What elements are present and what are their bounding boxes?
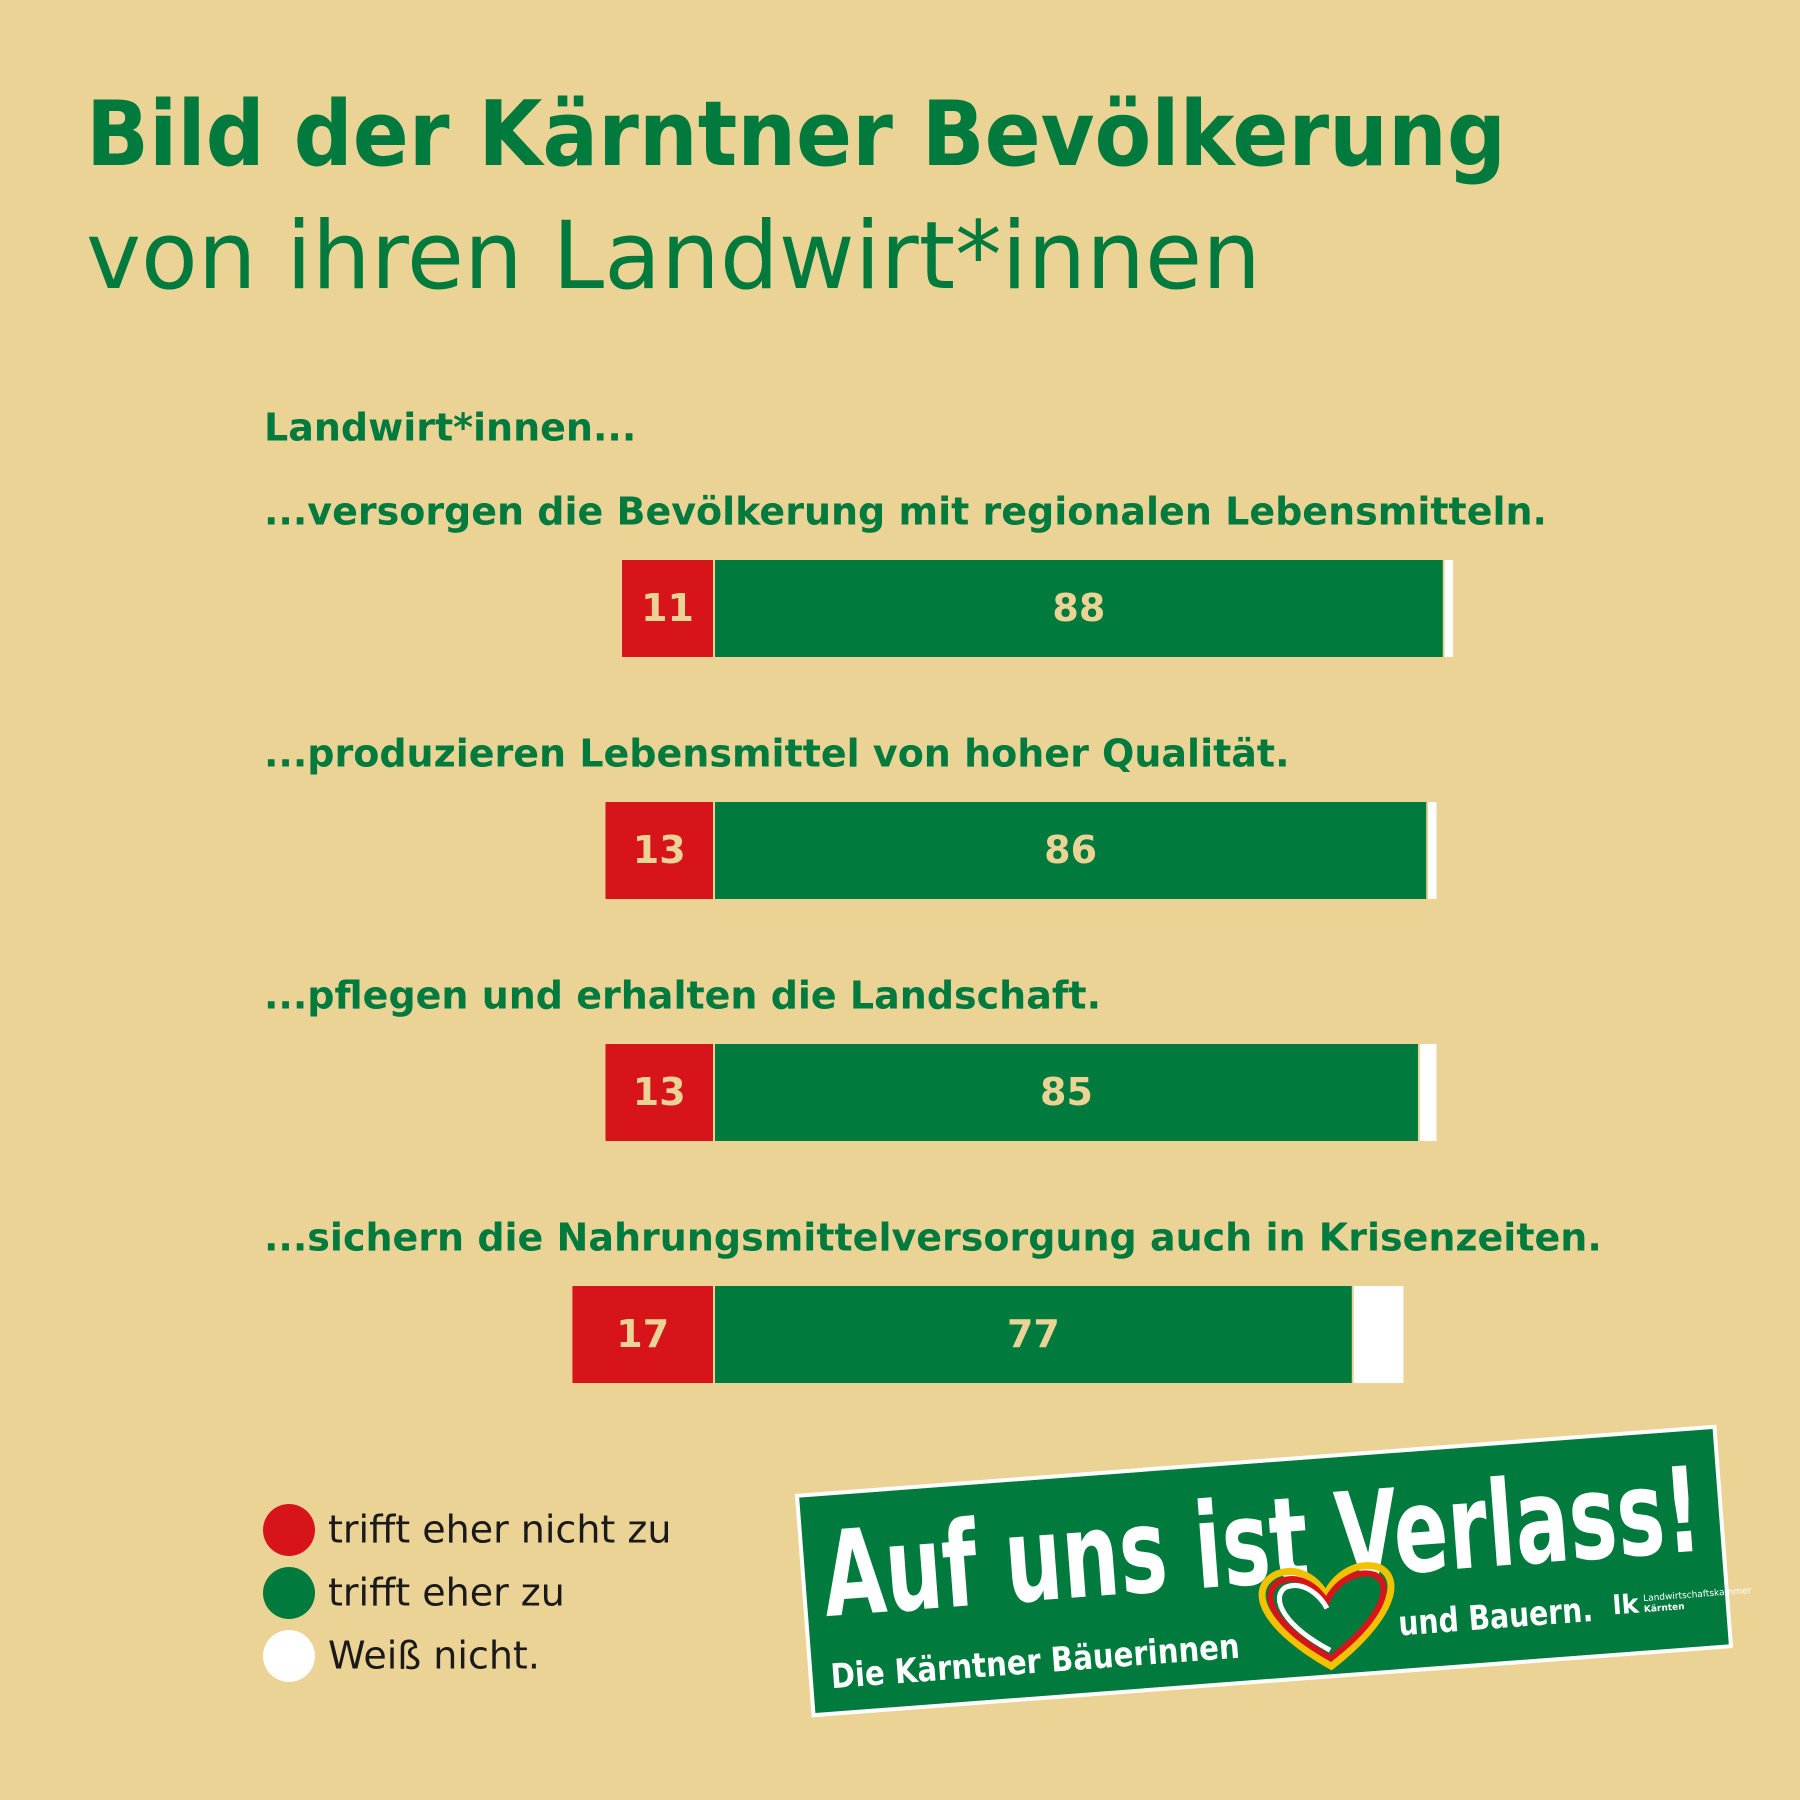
category-label: ...versorgen die Bevölkerung mit regiona…: [264, 490, 1547, 534]
value-label: 77: [1007, 1312, 1060, 1356]
bar-segment: [605, 1044, 713, 1141]
bar-segment: [622, 560, 713, 657]
legend-label: trifft eher nicht zu: [328, 1508, 671, 1552]
badge-logo-text: Kärnten: [1644, 1602, 1685, 1615]
category-label: ...produzieren Lebensmittel von hoher Qu…: [264, 732, 1290, 776]
chart-title: Bild der Kärntner Bevölkerung: [86, 82, 1506, 187]
bar-segment: [715, 802, 1427, 899]
value-label: 13: [633, 828, 686, 872]
bar-segment: [1428, 802, 1437, 899]
category-label: ...pflegen und erhalten die Landschaft.: [264, 974, 1101, 1018]
value-label: 17: [616, 1312, 669, 1356]
bar-segment: [1353, 1286, 1404, 1383]
bar-segment: [715, 1286, 1352, 1383]
legend-label: trifft eher zu: [328, 1571, 565, 1615]
legend-label: Weiß nicht.: [328, 1634, 540, 1678]
legend-marker: [263, 1504, 315, 1556]
value-label: 85: [1040, 1070, 1093, 1114]
bar-segment: [572, 1286, 713, 1383]
category-label: ...sichern die Nahrungsmittelversorgung …: [264, 1216, 1602, 1260]
bar-segment: [1444, 560, 1454, 657]
bar-segment: [1419, 1044, 1437, 1141]
value-label: 86: [1044, 828, 1097, 872]
heart: [1267, 1570, 1387, 1662]
bar-segment: [715, 560, 1443, 657]
bar-segment: [715, 1044, 1418, 1141]
group-label: Landwirt*innen...: [264, 406, 636, 450]
value-label: 13: [633, 1070, 686, 1114]
legend-marker: [263, 1567, 315, 1619]
legend-marker: [263, 1630, 315, 1682]
value-label: 88: [1052, 586, 1105, 630]
bar-segment: [605, 802, 713, 899]
badge-logo: lk: [1612, 1589, 1641, 1621]
chart-subtitle: von ihren Landwirt*innen: [86, 202, 1261, 311]
badge-body: [799, 1428, 1729, 1714]
value-label: 11: [641, 586, 694, 630]
heart: [1276, 1583, 1332, 1653]
